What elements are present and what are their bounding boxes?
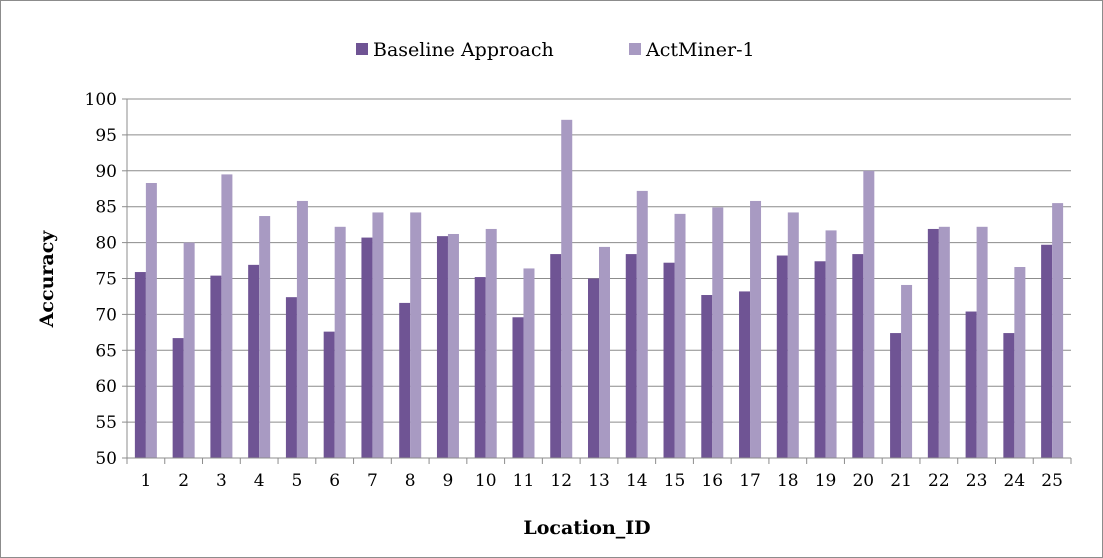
- x-tick-label: 25: [1041, 471, 1063, 491]
- x-tick-label: 1: [140, 471, 151, 491]
- bar-actminer-1: [712, 207, 724, 458]
- bar-baseline-approach: [1041, 244, 1053, 458]
- y-tick-label: 60: [95, 377, 117, 397]
- y-tick-label: 85: [95, 198, 117, 218]
- bar-baseline-approach: [852, 254, 864, 458]
- x-tick-label: 5: [292, 471, 303, 491]
- bar-baseline-approach: [210, 275, 222, 458]
- x-tick-label: 14: [626, 471, 648, 491]
- bar-actminer-1: [221, 174, 233, 458]
- x-axis-title: Location_ID: [523, 517, 650, 539]
- bar-actminer-1: [296, 200, 308, 458]
- x-tick-label: 3: [216, 471, 227, 491]
- bar-baseline-approach: [890, 333, 902, 458]
- bar-actminer-1: [674, 213, 686, 458]
- bar-baseline-approach: [625, 254, 637, 458]
- x-tick-label: 23: [966, 471, 988, 491]
- legend-swatch-baseline-approach: [356, 43, 368, 55]
- x-tick-label: 20: [852, 471, 874, 491]
- x-tick-label: 9: [443, 471, 454, 491]
- x-tick-label: 24: [1004, 471, 1026, 491]
- bar-baseline-approach: [588, 278, 599, 458]
- bar-baseline-approach: [965, 311, 977, 458]
- x-tick-label: 8: [405, 471, 416, 491]
- x-tick-label: 2: [178, 471, 189, 491]
- y-tick-label: 70: [95, 305, 117, 325]
- x-tick-label: 19: [815, 471, 837, 491]
- x-tick-label: 17: [739, 471, 761, 491]
- bar-baseline-approach: [474, 277, 486, 458]
- bar-actminer-1: [447, 233, 459, 458]
- bar-baseline-approach: [512, 317, 524, 458]
- bar-actminer-1: [183, 242, 195, 458]
- x-tick-label: 22: [928, 471, 950, 491]
- bar-baseline-approach: [436, 236, 448, 458]
- x-tick-label: 4: [254, 471, 265, 491]
- x-tick-label: 13: [588, 471, 610, 491]
- x-tick-label: 7: [367, 471, 378, 491]
- x-tick-label: 10: [475, 471, 497, 491]
- bar-actminer-1: [561, 119, 573, 459]
- bar-baseline-approach: [134, 272, 146, 458]
- bar-actminer-1: [485, 228, 497, 458]
- y-axis-title: Accuracy: [36, 230, 58, 329]
- bar-actminer-1: [523, 268, 535, 458]
- bar-baseline-approach: [814, 261, 826, 458]
- x-tick-label: 15: [664, 471, 686, 491]
- bar-baseline-approach: [663, 262, 675, 458]
- legend: Baseline Approach ActMiner-1: [356, 39, 755, 61]
- bar-baseline-approach: [927, 228, 939, 458]
- bar-baseline-approach: [361, 237, 373, 458]
- bar-actminer-1: [410, 212, 422, 458]
- bar-actminer-1: [599, 246, 610, 458]
- y-tick-label: 90: [95, 162, 117, 182]
- bar-actminer-1: [938, 226, 950, 458]
- bar-actminer-1: [1052, 203, 1064, 458]
- bar-baseline-approach: [776, 255, 788, 458]
- x-tick-label: 11: [513, 471, 535, 491]
- x-tick-label: 21: [890, 471, 912, 491]
- bar-baseline-approach: [739, 291, 751, 458]
- bar-baseline-approach: [172, 338, 184, 458]
- bar-actminer-1: [901, 284, 913, 458]
- bar-actminer-1: [1014, 267, 1026, 458]
- bar-actminer-1: [372, 212, 384, 458]
- y-tick-label: 80: [95, 234, 117, 254]
- bar-actminer-1: [259, 216, 271, 458]
- bar-baseline-approach: [285, 297, 297, 458]
- bar-actminer-1: [145, 183, 157, 459]
- bar-baseline-approach: [248, 264, 260, 458]
- y-tick-label: 65: [95, 341, 117, 361]
- bar-actminer-1: [825, 230, 837, 458]
- legend-swatch-actminer-1: [629, 43, 641, 55]
- legend-label-baseline-approach: Baseline Approach: [373, 39, 554, 61]
- bar-baseline-approach: [1003, 333, 1015, 458]
- gridlines: [127, 98, 1071, 423]
- bar-actminer-1: [636, 190, 648, 459]
- bar-actminer-1: [787, 212, 799, 458]
- x-tick-label: 18: [777, 471, 799, 491]
- bar-actminer-1: [334, 226, 346, 458]
- bar-actminer-1: [750, 200, 762, 458]
- y-tick-label: 75: [95, 270, 117, 290]
- bars: [134, 119, 1064, 459]
- bar-baseline-approach: [550, 254, 562, 458]
- legend-label-actminer-1: ActMiner-1: [645, 39, 755, 61]
- bar-actminer-1: [976, 226, 988, 458]
- x-tick-label: 6: [329, 471, 340, 491]
- bar-baseline-approach: [323, 331, 335, 458]
- x-tick-label: 16: [701, 471, 723, 491]
- x-tick-label: 12: [550, 471, 572, 491]
- y-tick-label: 50: [95, 449, 117, 469]
- bar-actminer-1: [863, 170, 875, 459]
- y-tick-label: 100: [85, 90, 117, 110]
- y-tick-label: 95: [95, 126, 117, 146]
- bar-baseline-approach: [399, 302, 411, 458]
- bar-baseline-approach: [701, 295, 713, 458]
- y-tick-label: 55: [95, 413, 117, 433]
